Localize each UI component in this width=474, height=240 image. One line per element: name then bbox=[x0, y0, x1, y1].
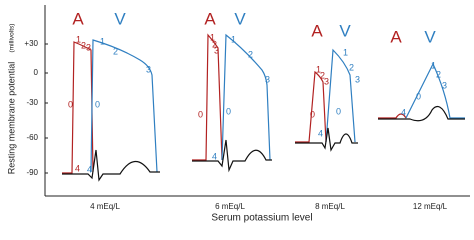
phase: 2 bbox=[436, 69, 441, 79]
phase: 3 bbox=[86, 42, 91, 52]
atrial-label: A bbox=[390, 27, 402, 46]
ventricular-label: V bbox=[234, 9, 246, 28]
phase: 3 bbox=[355, 74, 360, 84]
phase: 1 bbox=[231, 34, 236, 44]
phase: 4 bbox=[212, 151, 217, 161]
y-tick-label: -90 bbox=[26, 168, 38, 177]
panel-label: 6 mEq/L bbox=[215, 202, 245, 211]
ventricular-label: V bbox=[339, 21, 351, 40]
phase: 3 bbox=[442, 80, 447, 90]
atrial-label: A bbox=[311, 21, 323, 40]
phase: 1 bbox=[76, 34, 81, 44]
y-tick-label: +30 bbox=[24, 39, 38, 48]
panel-label: 4 mEq/L bbox=[90, 202, 120, 211]
panel-label: 12 mEq/L bbox=[413, 202, 448, 211]
phase: 2 bbox=[113, 46, 118, 56]
phase: 4 bbox=[75, 163, 80, 173]
y-axis-title: Resting membrane potential bbox=[6, 62, 16, 175]
figure: +30 0 -30 -60 -90 Resting membrane poten… bbox=[6, 5, 470, 224]
phase: 1 bbox=[431, 60, 436, 70]
phase: 2 bbox=[320, 70, 325, 80]
ventricular-label: V bbox=[114, 9, 126, 28]
y-axis-unit: (millivolts) bbox=[9, 24, 16, 53]
phase: 0 bbox=[198, 109, 203, 119]
phase: 0 bbox=[310, 109, 315, 119]
phase: 0 bbox=[336, 106, 341, 116]
phase: 4 bbox=[401, 107, 406, 117]
y-tick-label: -60 bbox=[26, 133, 38, 142]
phase: 2 bbox=[212, 39, 217, 49]
phase: 1 bbox=[100, 36, 105, 46]
phase: 3 bbox=[214, 45, 219, 55]
phase: 0 bbox=[226, 106, 231, 116]
phase: 3 bbox=[146, 64, 151, 74]
ventricular-label: V bbox=[424, 27, 436, 46]
x-axis-title: Serum potassium level bbox=[211, 213, 312, 224]
phase: 1 bbox=[210, 32, 215, 42]
y-tick-label: -30 bbox=[26, 98, 38, 107]
phase: 3 bbox=[265, 74, 270, 84]
phase: 0 bbox=[68, 99, 73, 109]
phase: 0 bbox=[416, 91, 421, 101]
atrial-label: A bbox=[204, 9, 216, 28]
phase: 1 bbox=[316, 64, 321, 74]
phase: 2 bbox=[81, 40, 86, 50]
phase: 3 bbox=[324, 76, 329, 86]
y-tick-label: 0 bbox=[34, 68, 39, 77]
phase: 1 bbox=[343, 47, 348, 57]
phase: 4 bbox=[87, 164, 92, 174]
phase: 2 bbox=[349, 62, 354, 72]
phase: 2 bbox=[248, 49, 253, 59]
panel-label: 8 mEq/L bbox=[315, 202, 345, 211]
atrial-label: A bbox=[72, 9, 84, 28]
phase: 4 bbox=[318, 128, 323, 138]
phase: 0 bbox=[95, 99, 100, 109]
